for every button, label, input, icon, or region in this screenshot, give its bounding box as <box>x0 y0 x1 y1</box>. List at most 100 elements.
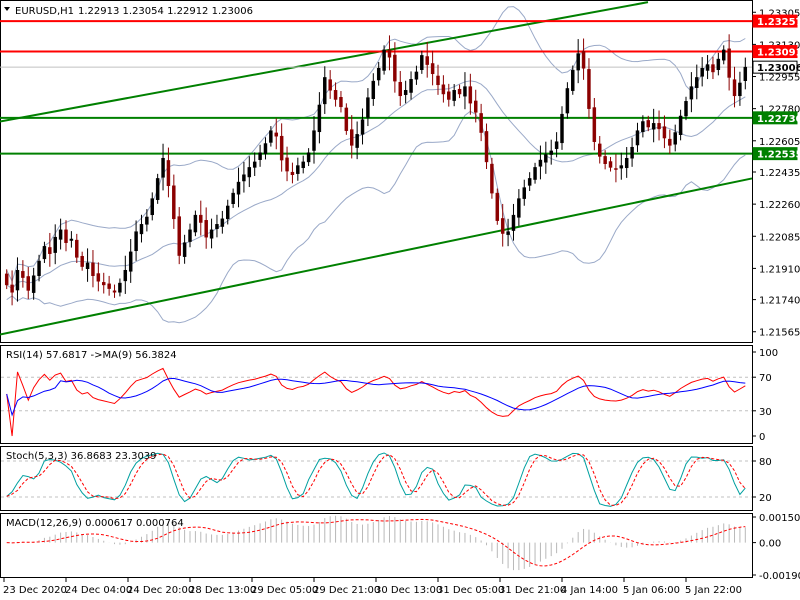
candle-body <box>139 224 144 235</box>
current-price-tag: 1.23006 <box>757 63 800 74</box>
candle-body <box>533 167 537 180</box>
candle-body <box>290 171 295 176</box>
rsi-pane[interactable] <box>0 345 753 444</box>
candle-body <box>560 113 564 144</box>
candle-body <box>371 80 376 99</box>
candle-body <box>382 49 386 71</box>
candle-body <box>80 256 84 267</box>
candle-body <box>209 229 214 239</box>
candle-body <box>500 218 505 234</box>
price-tick-label: 1.22605 <box>759 137 800 148</box>
rsi-lines <box>1 367 752 437</box>
candle-body <box>705 64 710 71</box>
candle-body <box>252 161 257 168</box>
price-tick-label: 1.21910 <box>759 264 800 275</box>
candle-body <box>172 185 176 220</box>
price-tags: 1.23257 1.23091 1.23006 1.22730 1.22535 <box>752 14 800 161</box>
candle-body <box>301 161 305 169</box>
candle-body <box>592 107 597 142</box>
time-tick-label: 5 Jan 06:00 <box>623 585 680 596</box>
candle-body <box>576 53 580 71</box>
stoch-main-line <box>6 452 746 507</box>
time-tick-label: 29 Dec 05:00 <box>251 585 318 596</box>
candle-body <box>684 101 688 117</box>
price-tick-label: 1.22435 <box>759 168 800 179</box>
candle-body <box>700 68 704 77</box>
collapse-triangle-icon[interactable] <box>4 7 10 11</box>
candle-body <box>630 146 634 159</box>
candle-body <box>312 130 316 151</box>
price-tick-label: 1.21740 <box>759 296 800 307</box>
candle-body <box>263 143 268 155</box>
candle-body <box>360 119 365 135</box>
candle-body <box>42 246 47 260</box>
candle-body <box>743 66 748 81</box>
candle-body <box>452 90 456 101</box>
candle-body <box>587 69 591 109</box>
time-tick-label: 31 Dec 05:00 <box>437 585 504 596</box>
candle-body <box>161 157 165 178</box>
candle-body <box>350 129 354 146</box>
candle-body <box>716 58 721 70</box>
time-tick-label: 5 Jan 22:00 <box>685 585 742 596</box>
macd-tick-label: -0.001909 <box>759 571 800 582</box>
candle-body <box>134 231 138 252</box>
candle-body <box>614 168 618 170</box>
candle-body <box>598 143 602 157</box>
candle-body <box>215 224 219 229</box>
candle-body <box>112 290 117 293</box>
candle-body <box>646 120 650 128</box>
channel-lower-line <box>0 177 753 336</box>
candle-body <box>177 216 181 256</box>
candle-body <box>4 273 9 286</box>
macd-tick-label: 0.00 <box>759 539 781 550</box>
time-tick-label: 31 Dec 21:00 <box>499 585 566 596</box>
candle-body <box>123 269 128 282</box>
support-tag-1-bg <box>752 111 798 125</box>
support-tag-2: 1.22535 <box>757 150 800 161</box>
rsi-line <box>6 367 746 437</box>
candle-body <box>387 49 392 58</box>
candle-body <box>420 55 424 70</box>
candle-body <box>393 54 397 82</box>
candle-body <box>484 131 489 163</box>
macd-lines <box>6 515 746 571</box>
candle-body <box>118 282 122 293</box>
rsi-tick-label: 70 <box>759 373 772 384</box>
candle-body <box>651 123 656 130</box>
candle-body <box>37 260 41 276</box>
candle-body <box>376 68 381 81</box>
candle-body <box>554 141 559 149</box>
candle-body <box>279 135 284 161</box>
rsi-label: RSI(14) 57.6817 ->MA(9) 56.3824 <box>6 350 177 361</box>
candle-body <box>474 100 478 113</box>
candle-body <box>75 239 79 258</box>
candle-body <box>128 251 133 272</box>
candle-body <box>624 157 629 169</box>
candle-body <box>58 229 63 240</box>
candle-body <box>641 121 645 133</box>
candle-body <box>571 69 575 91</box>
candle-body <box>678 115 683 135</box>
candle-body <box>193 214 198 233</box>
candle-body <box>441 84 446 95</box>
candle-body <box>711 64 715 73</box>
candle-body <box>668 138 672 146</box>
time-tick-label: 23 Dec 2020 <box>3 585 67 596</box>
price-tick-label: 1.22780 <box>759 105 800 116</box>
rsi-ma-line <box>6 377 746 417</box>
candle-body <box>695 77 699 88</box>
candle-body <box>398 81 402 97</box>
candle-body <box>166 160 171 187</box>
rsi-tick-label: 30 <box>759 407 772 418</box>
candle-body <box>107 283 111 289</box>
candle-body <box>544 154 548 163</box>
price-tick-label: 1.22955 <box>759 73 800 84</box>
candle-body <box>538 159 543 167</box>
candle-body <box>339 97 343 108</box>
candle-body <box>409 79 413 93</box>
time-tick-label: 4 Jan 14:00 <box>561 585 618 596</box>
resistance-tag-1: 1.23257 <box>757 17 800 28</box>
